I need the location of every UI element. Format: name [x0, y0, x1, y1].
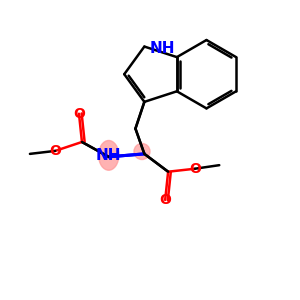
- Text: O: O: [49, 144, 61, 158]
- Text: O: O: [73, 107, 85, 121]
- Text: NH: NH: [96, 148, 122, 163]
- Text: NH: NH: [150, 41, 175, 56]
- Circle shape: [134, 143, 150, 160]
- Text: O: O: [189, 162, 201, 176]
- Ellipse shape: [99, 140, 119, 170]
- Text: O: O: [159, 193, 171, 207]
